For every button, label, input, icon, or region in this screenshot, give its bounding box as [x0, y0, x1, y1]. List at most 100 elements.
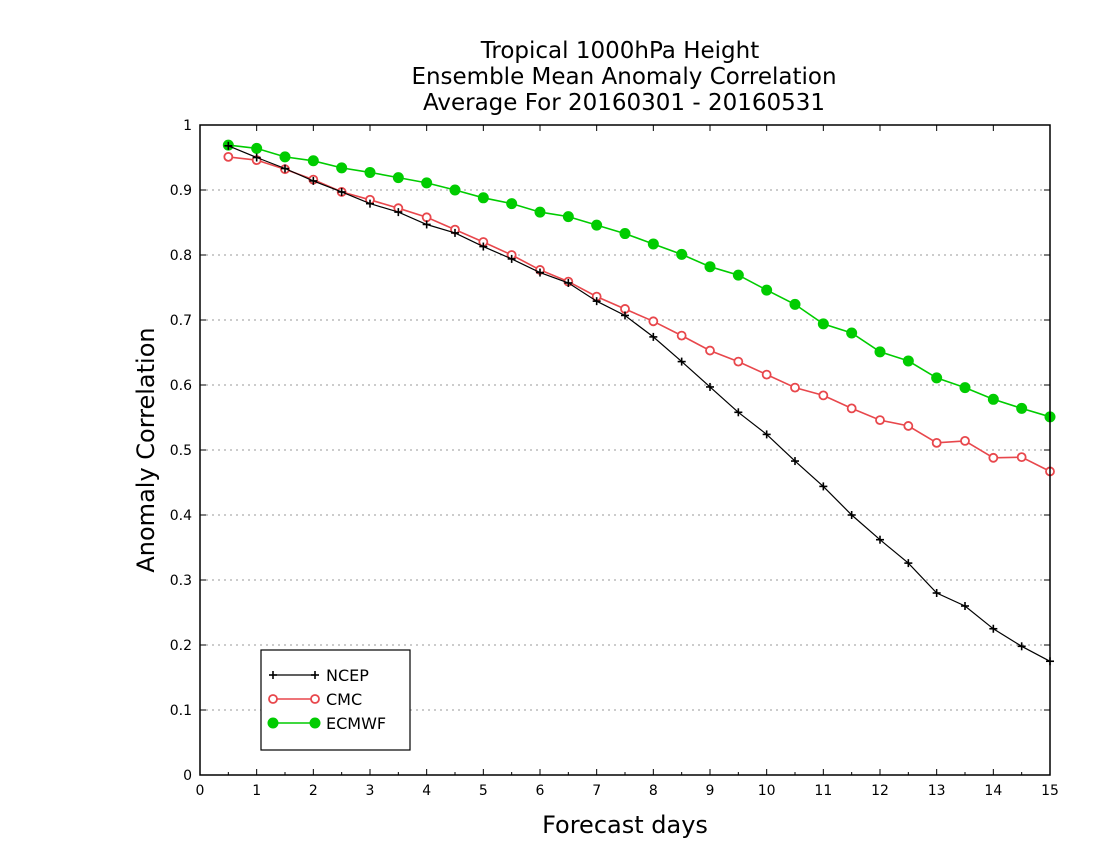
data-point-ecmwf — [506, 198, 518, 210]
y-tick-label: 0.5 — [170, 443, 192, 459]
data-point-ncep — [791, 457, 799, 466]
legend-marker-end — [311, 671, 319, 679]
data-point-ecmwf — [449, 184, 461, 196]
data-point-ncep — [309, 176, 318, 185]
data-point-cmc — [761, 369, 772, 380]
data-point-ecmwf — [846, 327, 858, 339]
data-point-ncep — [564, 278, 573, 287]
data-point-ecmwf — [477, 192, 489, 204]
data-point-cmc — [421, 212, 432, 223]
data-point-ecmwf — [392, 172, 404, 184]
data-point-cmc — [705, 345, 715, 356]
grid — [200, 189, 1050, 711]
x-tick-label: 14 — [984, 783, 1002, 799]
x-tick-label: 7 — [592, 783, 601, 799]
data-point-ncep — [451, 228, 459, 237]
series-ncep — [224, 141, 1054, 666]
data-point-ncep — [479, 242, 488, 251]
data-point-ecmwf — [534, 206, 546, 218]
x-tick-label: 1 — [252, 783, 261, 799]
data-point-ecmwf — [591, 219, 603, 231]
x-tick-label: 3 — [366, 783, 375, 799]
data-point-cmc — [648, 316, 659, 327]
data-point-ncep — [281, 164, 289, 173]
data-point-ecmwf — [1016, 402, 1028, 414]
data-point-cmc — [223, 151, 234, 162]
axis-ticks — [199, 124, 1051, 776]
legend-item-cmc: CMC — [268, 690, 362, 709]
data-point-cmc — [790, 382, 800, 393]
y-tick-label: 0.7 — [170, 313, 192, 329]
legend-marker-start — [269, 671, 277, 679]
x-tick-label: 9 — [706, 783, 715, 799]
data-point-ncep — [621, 311, 629, 320]
data-point-cmc — [875, 415, 885, 426]
series-line-cmc — [228, 156, 1051, 473]
x-tick-labels: 0 1 2 3 4 5 6 7 8 9 10 11 12 13 14 15 — [196, 783, 1059, 799]
data-point-ecmwf — [704, 261, 716, 273]
chart-title-line-1: Tropical 1000hPa Height — [480, 38, 760, 64]
data-point-cmc — [988, 452, 999, 463]
y-tick-labels: 0 0.1 0.2 0.3 0.4 0.5 0.6 0.7 0.8 0.9 1 — [170, 118, 192, 784]
legend-marker-end — [309, 717, 321, 729]
y-tick-label: 0.9 — [170, 183, 192, 199]
data-point-cmc — [960, 435, 970, 446]
data-point-cmc — [1016, 452, 1027, 463]
series-line-ecmwf — [228, 144, 1051, 418]
x-tick-label: 6 — [536, 783, 545, 799]
y-tick-label: 1 — [183, 118, 192, 134]
data-point-ecmwf — [789, 298, 801, 310]
data-point-cmc — [676, 330, 687, 341]
chart-title: Tropical 1000hPa Height Ensemble Mean An… — [411, 38, 836, 116]
series-layer — [222, 139, 1056, 666]
data-point-ecmwf — [761, 284, 773, 296]
data-point-ncep — [366, 199, 374, 208]
data-point-ncep — [762, 430, 771, 439]
data-point-ecmwf — [902, 355, 914, 367]
data-point-ecmwf — [732, 269, 744, 281]
y-tick-label: 0.6 — [170, 378, 192, 394]
x-axis-label: Forecast days — [542, 811, 708, 839]
data-point-ncep — [394, 208, 403, 217]
data-point-ncep — [706, 382, 714, 391]
x-tick-label: 4 — [422, 783, 431, 799]
x-tick-label: 2 — [309, 783, 318, 799]
x-tick-label: 8 — [649, 783, 658, 799]
data-point-ncep — [1017, 642, 1026, 651]
data-point-ecmwf — [251, 142, 263, 154]
legend-item-ecmwf: ECMWF — [267, 714, 386, 733]
y-tick-label: 0.8 — [170, 248, 192, 264]
y-tick-label: 0 — [183, 768, 192, 784]
data-point-cmc — [931, 437, 942, 448]
data-point-ncep — [337, 187, 346, 196]
series-line-ncep — [228, 145, 1051, 662]
data-point-ncep — [592, 297, 601, 306]
series-ecmwf — [222, 139, 1056, 423]
data-point-ncep — [847, 511, 856, 519]
data-point-ecmwf — [279, 151, 291, 163]
data-point-cmc — [903, 421, 914, 431]
x-tick-label: 5 — [479, 783, 488, 799]
chart-title-line-2: Ensemble Mean Anomaly Correlation — [411, 64, 836, 90]
data-point-ncep — [961, 602, 969, 610]
data-point-ecmwf — [959, 382, 971, 394]
data-point-ecmwf — [619, 228, 631, 240]
data-point-ncep — [819, 482, 828, 491]
legend-marker-end — [310, 694, 320, 704]
data-point-ecmwf — [364, 166, 376, 178]
legend-label-ecmwf: ECMWF — [326, 714, 386, 733]
data-point-ncep — [904, 559, 913, 568]
data-point-ncep — [734, 408, 743, 417]
data-point-ncep — [677, 357, 686, 366]
data-point-ecmwf — [336, 162, 348, 174]
y-tick-label: 0.2 — [170, 638, 192, 654]
y-tick-label: 0.3 — [170, 573, 192, 589]
legend-item-ncep: NCEP — [269, 666, 369, 685]
data-point-ecmwf — [987, 393, 999, 405]
legend-marker-start — [267, 717, 279, 729]
data-point-ecmwf — [307, 155, 319, 167]
x-tick-label: 13 — [928, 783, 946, 799]
series-cmc — [223, 151, 1055, 477]
legend-label-cmc: CMC — [326, 690, 362, 709]
